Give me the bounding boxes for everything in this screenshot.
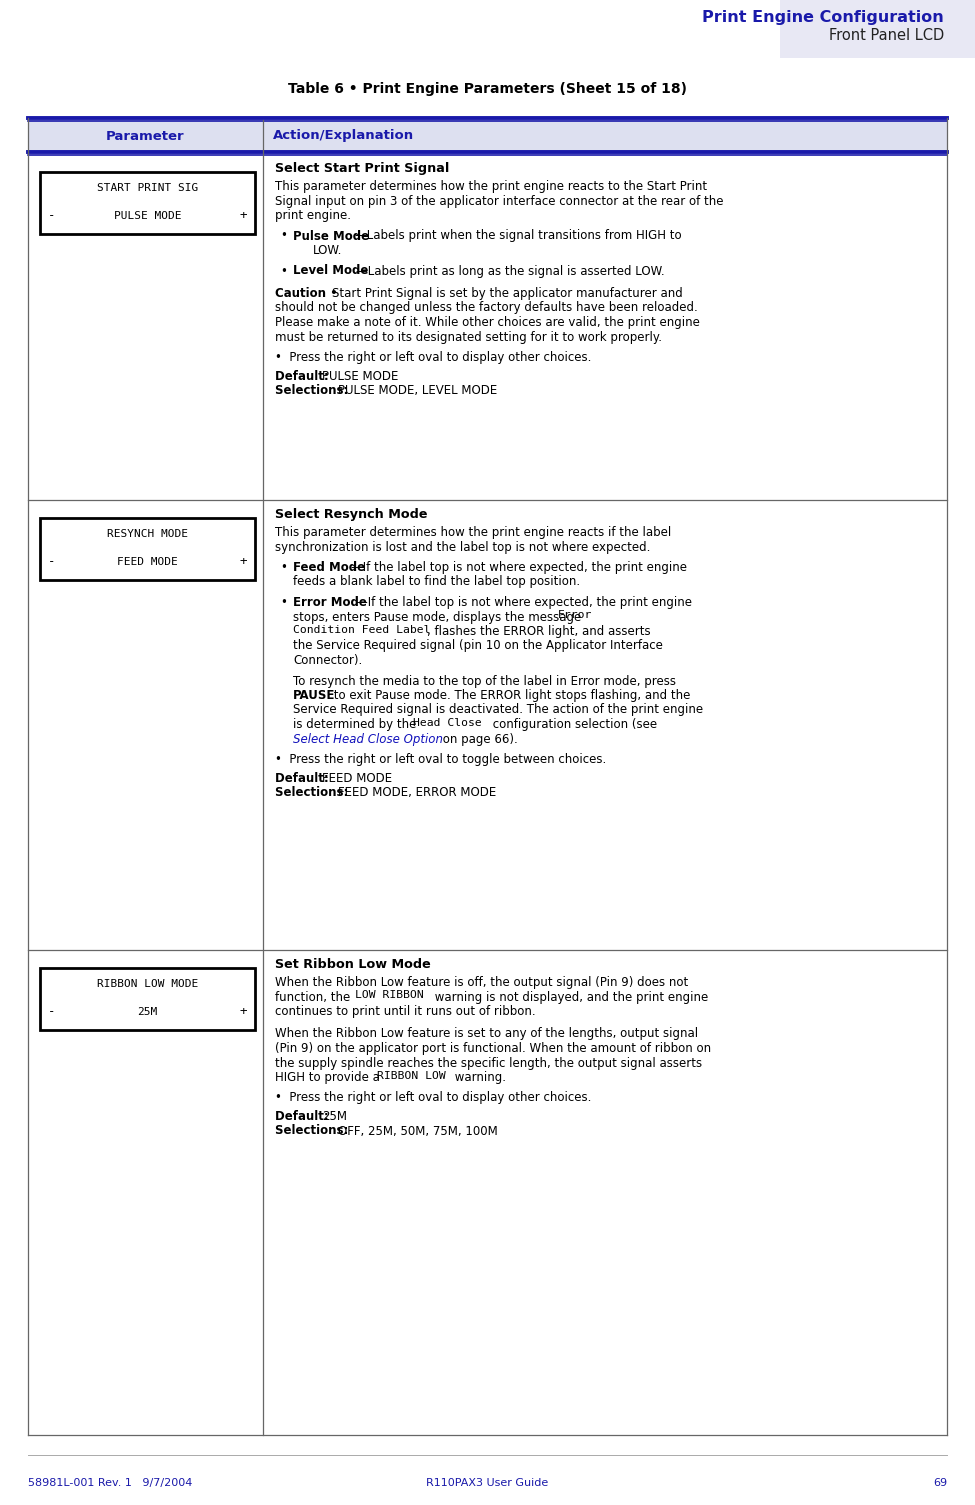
Text: Error: Error (558, 611, 593, 620)
Text: +: + (240, 1005, 247, 1019)
Text: should not be changed unless the factory defaults have been reloaded.: should not be changed unless the factory… (275, 301, 698, 315)
Text: Signal input on pin 3 of the applicator interface connector at the rear of the: Signal input on pin 3 of the applicator … (275, 194, 723, 208)
Bar (40, 172, 255, 233)
Text: •  Press the right or left oval to display other choices.: • Press the right or left oval to displa… (275, 351, 592, 364)
Text: on page 66).: on page 66). (439, 733, 518, 745)
Text: This parameter determines how the print engine reacts to the Start Print: This parameter determines how the print … (275, 181, 707, 193)
Text: RIBBON LOW: RIBBON LOW (377, 1072, 446, 1081)
Text: START PRINT SIG: START PRINT SIG (97, 184, 198, 193)
Text: PAUSE: PAUSE (293, 689, 335, 701)
Text: PULSE MODE, LEVEL MODE: PULSE MODE, LEVEL MODE (338, 384, 497, 397)
Text: 58981L-001 Rev. 1   9/7/2004: 58981L-001 Rev. 1 9/7/2004 (28, 1478, 192, 1488)
Text: (Pin 9) on the applicator port is functional. When the amount of ribbon on: (Pin 9) on the applicator port is functi… (275, 1041, 711, 1055)
Text: •  Press the right or left oval to toggle between choices.: • Press the right or left oval to toggle… (275, 752, 606, 766)
Text: FEED MODE, ERROR MODE: FEED MODE, ERROR MODE (338, 786, 496, 799)
Text: Selections:: Selections: (275, 786, 353, 799)
Text: +: + (240, 209, 247, 223)
Text: 25M: 25M (137, 1007, 158, 1017)
Text: Select Head Close Option: Select Head Close Option (293, 733, 443, 745)
Text: Default:: Default: (275, 370, 332, 382)
Text: —Labels print when the signal transitions from HIGH to: —Labels print when the signal transition… (355, 229, 682, 242)
Text: Default:: Default: (275, 1111, 332, 1123)
Text: LOW RIBBON: LOW RIBBON (355, 990, 424, 1001)
Text: OFF, 25M, 50M, 75M, 100M: OFF, 25M, 50M, 75M, 100M (338, 1124, 498, 1138)
Text: To resynch the media to the top of the label in Error mode, press: To resynch the media to the top of the l… (293, 674, 676, 688)
Text: warning.: warning. (451, 1072, 506, 1084)
Text: +: + (240, 555, 247, 569)
Text: Please make a note of it. While other choices are valid, the print engine: Please make a note of it. While other ch… (275, 316, 700, 330)
Bar (40, 968, 255, 1029)
Text: •: • (280, 265, 287, 277)
Text: warning is not displayed, and the print engine: warning is not displayed, and the print … (431, 990, 708, 1004)
Text: the Service Required signal (pin 10 on the Applicator Interface: the Service Required signal (pin 10 on t… (293, 640, 663, 653)
Bar (40, 518, 255, 579)
Bar (780, 0, 975, 59)
Text: •: • (280, 596, 287, 610)
Text: RESYNCH MODE: RESYNCH MODE (107, 528, 188, 539)
Text: Parameter: Parameter (106, 129, 185, 143)
Text: Service Required signal is deactivated. The action of the print engine: Service Required signal is deactivated. … (293, 703, 703, 716)
Text: , flashes the ERROR light, and asserts: , flashes the ERROR light, and asserts (427, 625, 650, 638)
Text: function, the: function, the (275, 990, 354, 1004)
Text: feeds a blank label to find the label top position.: feeds a blank label to find the label to… (293, 575, 580, 588)
Text: •  Press the right or left oval to display other choices.: • Press the right or left oval to displa… (275, 1091, 592, 1105)
Text: Error Mode: Error Mode (293, 596, 367, 610)
Bar (28, 120, 947, 152)
Text: Table 6 • Print Engine Parameters (Sheet 15 of 18): Table 6 • Print Engine Parameters (Sheet… (288, 81, 687, 96)
Text: Select Resynch Mode: Select Resynch Mode (275, 509, 427, 521)
Text: synchronization is lost and the label top is not where expected.: synchronization is lost and the label to… (275, 540, 650, 554)
Text: the supply spindle reaches the specific length, the output signal asserts: the supply spindle reaches the specific … (275, 1057, 702, 1070)
Text: Start Print Signal is set by the applicator manufacturer and: Start Print Signal is set by the applica… (332, 287, 682, 299)
Text: continues to print until it runs out of ribbon.: continues to print until it runs out of … (275, 1005, 535, 1017)
Text: 69: 69 (933, 1478, 947, 1488)
Text: configuration selection (see: configuration selection (see (489, 718, 657, 731)
Text: Selections:: Selections: (275, 384, 353, 397)
Text: -: - (48, 555, 56, 569)
Text: Selections:: Selections: (275, 1124, 353, 1138)
Text: This parameter determines how the print engine reacts if the label: This parameter determines how the print … (275, 527, 671, 539)
Text: Select Start Print Signal: Select Start Print Signal (275, 163, 449, 175)
Text: Caution •: Caution • (275, 287, 342, 299)
Text: Condition Feed Label: Condition Feed Label (293, 625, 431, 635)
Text: Level Mode: Level Mode (293, 265, 369, 277)
Text: PULSE MODE: PULSE MODE (322, 370, 399, 382)
Text: -: - (48, 209, 56, 223)
Text: —Labels print as long as the signal is asserted LOW.: —Labels print as long as the signal is a… (356, 265, 665, 277)
Text: PULSE MODE: PULSE MODE (114, 211, 181, 221)
Text: R110PAX3 User Guide: R110PAX3 User Guide (426, 1478, 549, 1488)
Text: LOW.: LOW. (313, 244, 342, 257)
Text: must be returned to its designated setting for it to work properly.: must be returned to its designated setti… (275, 331, 662, 343)
Text: Default:: Default: (275, 772, 332, 784)
Text: Print Engine Configuration: Print Engine Configuration (702, 11, 944, 26)
Text: is determined by the: is determined by the (293, 718, 420, 731)
Text: Head Close: Head Close (413, 718, 482, 728)
Text: Feed Mode: Feed Mode (293, 561, 365, 573)
Text: —If the label top is not where expected, the print engine: —If the label top is not where expected,… (351, 561, 687, 573)
Text: Pulse Mode: Pulse Mode (293, 229, 370, 242)
Text: Set Ribbon Low Mode: Set Ribbon Low Mode (275, 959, 431, 971)
Text: —If the label top is not where expected, the print engine: —If the label top is not where expected,… (356, 596, 692, 610)
Text: •: • (280, 229, 287, 242)
Text: When the Ribbon Low feature is set to any of the lengths, output signal: When the Ribbon Low feature is set to an… (275, 1028, 698, 1040)
Text: Connector).: Connector). (293, 655, 363, 667)
Text: to exit Pause mode. The ERROR light stops flashing, and the: to exit Pause mode. The ERROR light stop… (330, 689, 690, 701)
Text: •: • (280, 561, 287, 573)
Text: -: - (48, 1005, 56, 1019)
Text: Action/Explanation: Action/Explanation (273, 129, 414, 143)
Text: 25M: 25M (322, 1111, 347, 1123)
Text: FEED MODE: FEED MODE (322, 772, 392, 784)
Text: print engine.: print engine. (275, 209, 351, 223)
Text: FEED MODE: FEED MODE (117, 557, 177, 567)
Text: Front Panel LCD: Front Panel LCD (829, 29, 944, 44)
Text: When the Ribbon Low feature is off, the output signal (Pin 9) does not: When the Ribbon Low feature is off, the … (275, 977, 688, 989)
Text: stops, enters Pause mode, displays the message: stops, enters Pause mode, displays the m… (293, 611, 585, 623)
Text: HIGH to provide a: HIGH to provide a (275, 1072, 383, 1084)
Text: RIBBON LOW MODE: RIBBON LOW MODE (97, 978, 198, 989)
